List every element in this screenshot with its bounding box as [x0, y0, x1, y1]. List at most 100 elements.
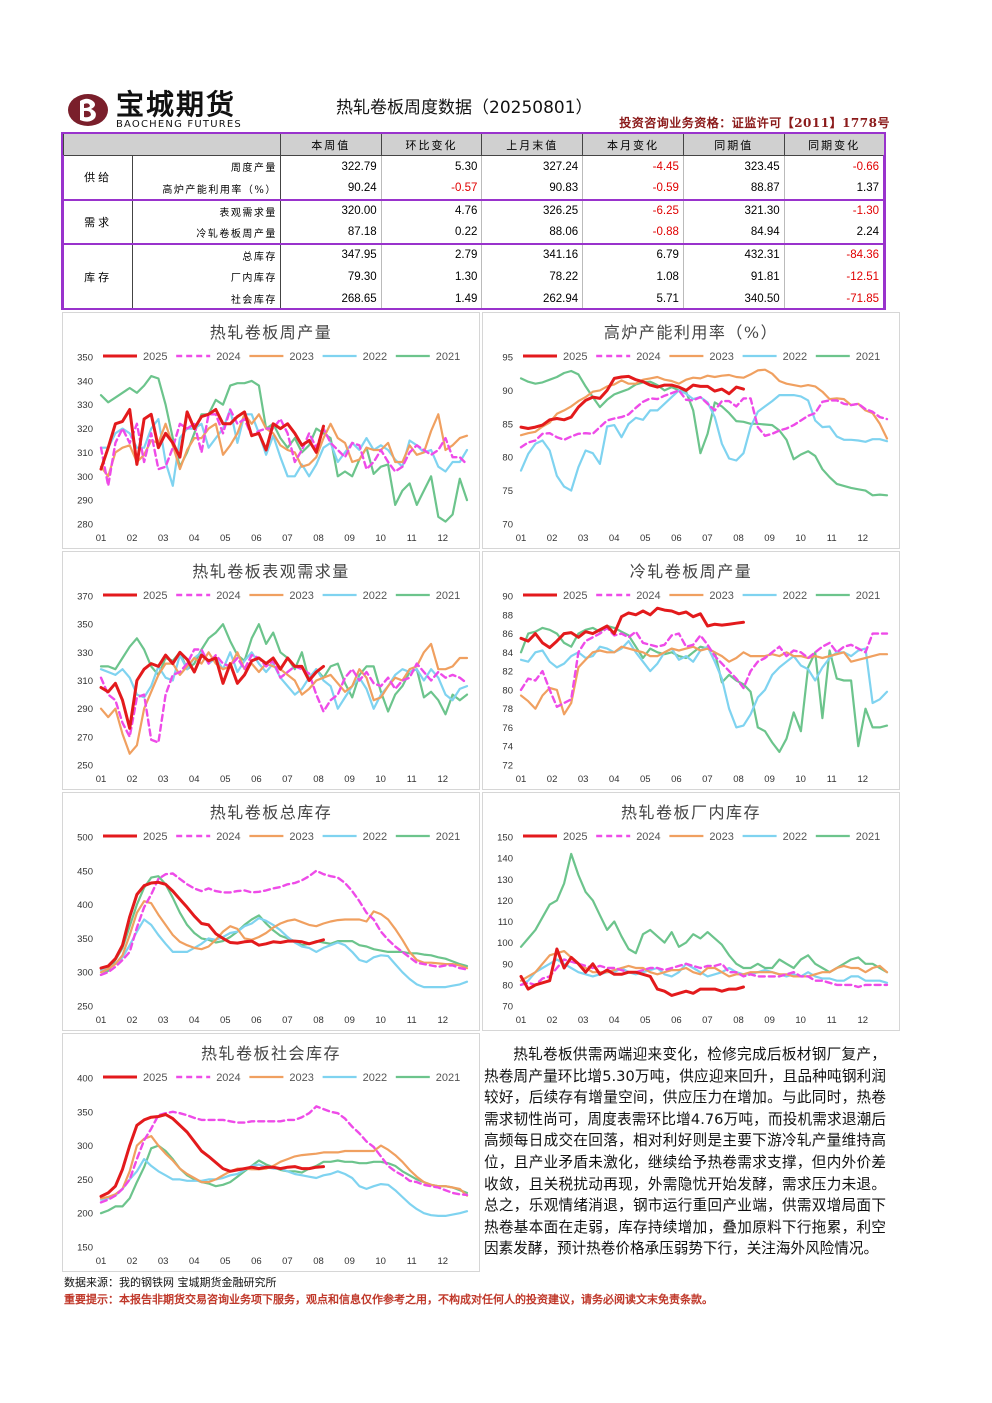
series-line-2023: [519, 368, 889, 440]
table-row: 库存 总库存 347.95 2.79 341.16 6.79 432.31 -84.36: [62, 242, 885, 310]
chart-title: 热轧卷板周产量: [210, 323, 333, 342]
chart-title: 冷轧卷板周产量: [630, 562, 753, 581]
series-line-2021: [519, 852, 889, 974]
x-tick-label: 03: [158, 774, 169, 785]
legend-label: 2023: [289, 590, 313, 602]
table-cell: 87.18: [280, 221, 382, 244]
market-commentary: 热轧卷板供需两端迎来变化，检修完成后板材钢厂复产，热卷周产量环比增5.30万吨，…: [484, 1046, 886, 1258]
company-logo: 宝城期货 BAOCHENG FUTURES: [64, 90, 284, 132]
y-tick-label: 340: [77, 376, 93, 387]
x-tick-label: 09: [764, 774, 775, 785]
row-group-label: 需求: [62, 198, 134, 244]
table-cell: 6.79: [582, 242, 684, 266]
series-line-2022: [99, 916, 469, 989]
x-tick-label: 05: [640, 774, 651, 785]
y-tick-label: 400: [77, 1074, 93, 1085]
metric-label: 总库存: [132, 242, 281, 266]
data-source-note: 数据来源：我的钢铁网 宝城期货金融研究所: [64, 1276, 277, 1289]
logo-chinese-name: 宝城期货: [116, 88, 237, 121]
column-header: 本周值: [279, 133, 382, 156]
table-cell: 322.79: [280, 155, 382, 178]
x-tick-label: 04: [189, 1015, 200, 1026]
chart-title: 热轧卷板社会库存: [201, 1044, 341, 1063]
table-cell: 2.79: [381, 242, 483, 266]
x-tick-label: 03: [158, 533, 169, 544]
legend-label: 2021: [856, 590, 880, 602]
legend-label: 2022: [783, 831, 807, 843]
legend-label: 2021: [436, 831, 460, 843]
table-cell: 327.24: [481, 155, 584, 178]
x-tick-label: 04: [609, 1015, 620, 1026]
x-tick-label: 05: [220, 1256, 231, 1267]
x-tick-label: 11: [407, 774, 417, 785]
chart-svg: 热轧卷板周产量 2025 2024 2023 2022 2021 280 290 300 310 3…: [77, 323, 469, 544]
x-tick-label: 02: [127, 774, 138, 785]
table-cell: 323.45: [683, 155, 785, 178]
x-tick-label: 06: [251, 1256, 262, 1267]
table-cell: 90.83: [481, 177, 584, 200]
x-tick-label: 01: [516, 774, 527, 785]
series-line-2025: [99, 408, 325, 471]
legend-label: 2025: [143, 1072, 167, 1084]
y-tick-label: 75: [502, 486, 513, 497]
chart-hrc-total-inventory: 热轧卷板总库存 2025 2024 2023 2022 2021 250 300 350 400 4…: [62, 792, 480, 1031]
x-tick-label: 04: [189, 774, 200, 785]
table-cell: 4.76: [381, 198, 483, 222]
series-line-2023: [99, 413, 469, 478]
table-cell: 79.30: [280, 265, 382, 288]
x-tick-label: 09: [344, 1015, 355, 1026]
y-tick-label: 82: [502, 667, 513, 678]
chart-title: 热轧卷板表观需求量: [192, 562, 350, 581]
legend-label: 2021: [856, 351, 880, 363]
table-cell: 320.00: [280, 198, 382, 222]
y-tick-label: 300: [77, 968, 93, 979]
legend-label: 2022: [363, 351, 387, 363]
table-cell: 1.08: [582, 265, 684, 288]
y-tick-label: 310: [77, 676, 93, 687]
legend-label: 2024: [636, 351, 660, 363]
x-tick-label: 01: [516, 533, 527, 544]
x-tick-label: 08: [733, 533, 744, 544]
x-tick-label: 10: [375, 774, 386, 785]
baocheng-logo-icon: [68, 94, 108, 126]
x-tick-label: 08: [313, 1256, 324, 1267]
y-tick-label: 90: [502, 959, 513, 970]
series-line-2024: [519, 626, 889, 709]
y-tick-label: 370: [77, 592, 93, 603]
x-tick-label: 03: [158, 1015, 169, 1026]
legend-label: 2023: [709, 351, 733, 363]
x-tick-label: 06: [251, 533, 262, 544]
table-cell: 91.81: [683, 265, 785, 288]
table-cell: -12.51: [784, 265, 885, 288]
series-line-2025: [519, 606, 745, 650]
legend-label: 2025: [143, 831, 167, 843]
series-line-2024: [519, 389, 889, 449]
table-cell: 1.49: [381, 287, 483, 310]
y-tick-label: 450: [77, 866, 93, 877]
table-cell: -0.57: [381, 177, 483, 200]
legend-label: 2023: [289, 351, 313, 363]
legend-label: 2024: [216, 590, 240, 602]
series-line-2021: [519, 369, 889, 497]
series-line-2022: [99, 1157, 469, 1217]
legend-label: 2025: [143, 351, 167, 363]
x-tick-label: 10: [375, 1015, 386, 1026]
series-line-2023: [99, 1134, 469, 1200]
x-tick-label: 04: [189, 533, 200, 544]
table-cell: -0.59: [582, 177, 684, 200]
x-tick-label: 05: [640, 533, 651, 544]
x-tick-label: 07: [702, 1015, 713, 1026]
metric-label: 周度产量: [132, 155, 281, 178]
x-tick-label: 11: [407, 1015, 417, 1026]
table-cell: 268.65: [280, 287, 382, 310]
x-tick-label: 02: [127, 533, 138, 544]
y-tick-label: 84: [502, 648, 513, 659]
legend-label: 2025: [143, 590, 167, 602]
x-tick-label: 04: [609, 774, 620, 785]
x-tick-label: 09: [344, 774, 355, 785]
series-line-2025: [519, 374, 745, 430]
y-tick-label: 290: [77, 496, 93, 507]
x-tick-label: 07: [282, 1256, 293, 1267]
x-tick-label: 07: [282, 774, 293, 785]
series-line-2025: [99, 1113, 325, 1198]
